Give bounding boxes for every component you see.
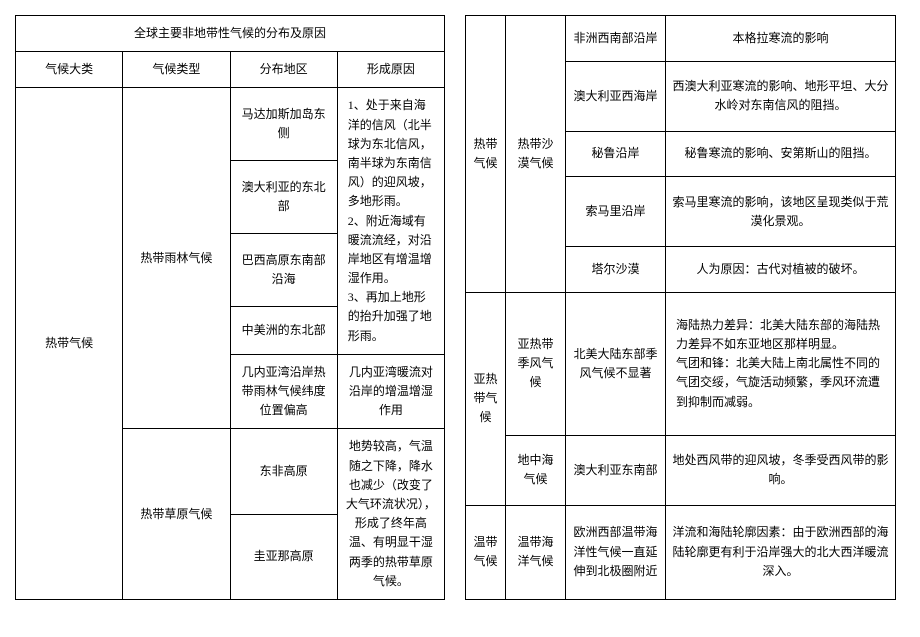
region-thar: 塔尔沙漠 bbox=[566, 247, 666, 293]
reason-thar: 人为原因：古代对植被的破坏。 bbox=[666, 247, 896, 293]
reason-rainforest: 1、处于来自海洋的信风（北半球为东北信风，南半球为东南信风）的迎风坡，多地形雨。… bbox=[337, 88, 444, 354]
reason-africa-sw: 本格拉寒流的影响 bbox=[666, 16, 896, 62]
region-brazil: 巴西高原东南部沿海 bbox=[230, 234, 337, 307]
reason-somalia: 索马里寒流的影响，该地区呈现类似于荒漠化景观。 bbox=[666, 177, 896, 247]
region-guyana: 圭亚那高原 bbox=[230, 514, 337, 599]
left-climate-table: 全球主要非地带性气候的分布及原因 气候大类 气候类型 分布地区 形成原因 热带气… bbox=[15, 15, 445, 600]
header-type: 气候类型 bbox=[123, 52, 230, 88]
region-guinea: 几内亚湾沿岸热带雨林气候纬度位置偏高 bbox=[230, 354, 337, 429]
reason-peru: 秘鲁寒流的影响、安第斯山的阻挡。 bbox=[666, 131, 896, 177]
header-region: 分布地区 bbox=[230, 52, 337, 88]
reason-australia-w: 西澳大利亚寒流的影响、地形平坦、大分水岭对东南信风的阻挡。 bbox=[666, 61, 896, 131]
region-australia-ne: 澳大利亚的东北部 bbox=[230, 161, 337, 234]
type-mediterranean: 地中海气候 bbox=[506, 435, 566, 505]
right-climate-table: 热带气候 热带沙漠气候 非洲西南部沿岸 本格拉寒流的影响 澳大利亚西海岸 西澳大… bbox=[465, 15, 896, 600]
region-australia-se: 澳大利亚东南部 bbox=[566, 435, 666, 505]
reason-na-east: 海陆热力差异：北美大陆东部的海陆热力差异不如东亚地区那样明显。气团和锋：北美大陆… bbox=[666, 293, 896, 436]
region-africa-sw: 非洲西南部沿岸 bbox=[566, 16, 666, 62]
type-desert: 热带沙漠气候 bbox=[506, 16, 566, 293]
region-na-east: 北美大陆东部季风气候不显著 bbox=[566, 293, 666, 436]
region-australia-w: 澳大利亚西海岸 bbox=[566, 61, 666, 131]
region-europe-w: 欧洲西部温带海洋性气候一直延伸到北极圈附近 bbox=[566, 505, 666, 599]
type-rainforest: 热带雨林气候 bbox=[123, 88, 230, 429]
type-oceanic: 温带海洋气候 bbox=[506, 505, 566, 599]
category-subtropical: 亚热带气候 bbox=[466, 293, 506, 506]
category-temperate: 温带气候 bbox=[466, 505, 506, 599]
region-somalia: 索马里沿岸 bbox=[566, 177, 666, 247]
header-reason: 形成原因 bbox=[337, 52, 444, 88]
reason-europe-w: 洋流和海陆轮廓因素：由于欧洲西部的海陆轮廓更有利于沿岸强大的北大西洋暖流深入。 bbox=[666, 505, 896, 599]
region-east-africa: 东非高原 bbox=[230, 429, 337, 514]
header-category: 气候大类 bbox=[16, 52, 123, 88]
type-monsoon: 亚热带季风气候 bbox=[506, 293, 566, 436]
category-tropical-r: 热带气候 bbox=[466, 16, 506, 293]
reason-guinea: 几内亚湾暖流对沿岸的增温增湿作用 bbox=[337, 354, 444, 429]
category-tropical: 热带气候 bbox=[16, 88, 123, 600]
region-madagascar: 马达加斯加岛东侧 bbox=[230, 88, 337, 161]
reason-australia-se: 地处西风带的迎风坡，冬季受西风带的影响。 bbox=[666, 435, 896, 505]
table-title: 全球主要非地带性气候的分布及原因 bbox=[16, 16, 445, 52]
region-peru: 秘鲁沿岸 bbox=[566, 131, 666, 177]
type-savanna: 热带草原气候 bbox=[123, 429, 230, 600]
region-central-america: 中美洲的东北部 bbox=[230, 307, 337, 355]
reason-savanna: 地势较高，气温随之下降，降水也减少（改变了大气环流状况），形成了终年高温、有明显… bbox=[337, 429, 444, 600]
